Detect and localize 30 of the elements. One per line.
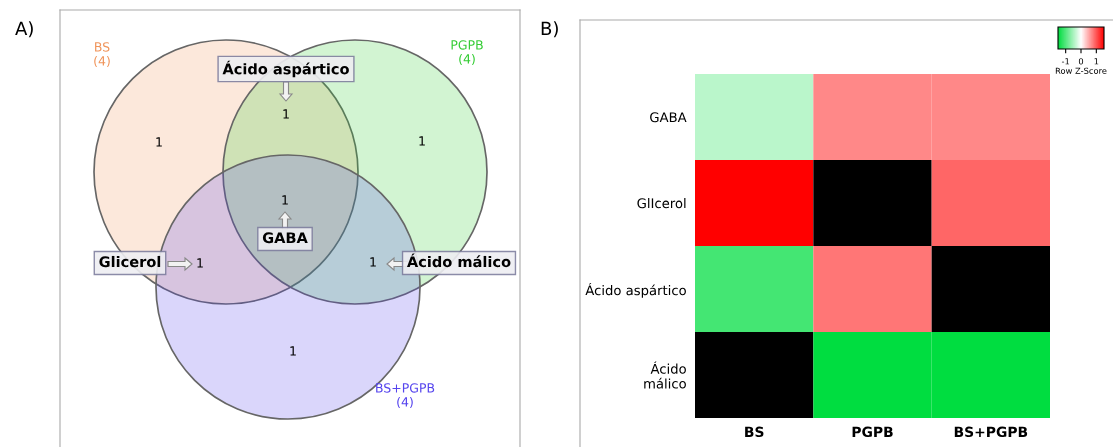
text: 1 (419, 136, 425, 146)
text: 1 (290, 346, 296, 356)
category-label: BS+PGPB (376, 383, 435, 393)
text: 1 (283, 109, 289, 119)
category-label: PGPB (451, 40, 483, 50)
text: 1 (197, 258, 203, 268)
text: 1 (370, 257, 376, 267)
y-tick-label: GlIcerol (637, 197, 686, 209)
color-bar-label: -1 (1061, 58, 1070, 65)
data-label: (4) (397, 396, 413, 409)
x-tick-label: PGPB (852, 426, 893, 438)
text: Glicerol (99, 255, 161, 268)
y-tick-label: Ácido aspártico (585, 282, 686, 298)
x-tick-label: BS (745, 426, 764, 438)
data-label: (4) (94, 55, 110, 68)
x-tick-label: BS+PGPB (954, 426, 1028, 438)
text: 1 (156, 137, 162, 147)
color-bar-label: 0 (1078, 58, 1084, 65)
text: 1 (282, 195, 288, 205)
y-tick-label: GABA (650, 112, 687, 123)
text: Ácido málico (406, 253, 511, 268)
text: GABA (262, 232, 308, 244)
category-label: BS (95, 42, 110, 52)
color-bar-title: Row Z-Score (1055, 67, 1107, 74)
text: B) (541, 21, 558, 38)
text: A) (15, 21, 33, 38)
text: Ácido aspártico (222, 60, 349, 78)
y-tick-label: Ácido málico (644, 361, 686, 389)
data-label: (4) (459, 53, 475, 66)
color-bar-label: 1 (1094, 58, 1099, 65)
